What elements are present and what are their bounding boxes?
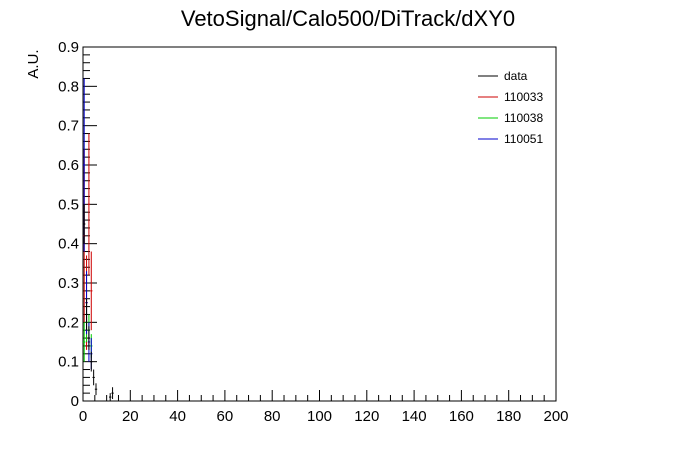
x-tick-label: 100 <box>307 408 332 425</box>
series-data <box>83 204 114 401</box>
series-layer <box>83 78 114 401</box>
y-tick-label: 0 <box>71 393 79 410</box>
legend-label: data <box>504 69 528 83</box>
y-tick-label: 0.2 <box>58 314 79 331</box>
y-axis-label: A.U. <box>25 49 42 78</box>
y-tick-label: 0.1 <box>58 354 79 371</box>
y-tick-label: 0.4 <box>58 236 79 253</box>
x-tick-label: 200 <box>543 408 568 425</box>
y-tick-label: 0.8 <box>58 78 79 95</box>
x-tick-label: 80 <box>264 408 281 425</box>
y-tick-label: 0.3 <box>58 275 79 292</box>
y-tick-label: 0.6 <box>58 157 79 174</box>
x-tick-label: 180 <box>496 408 521 425</box>
y-tick-label: 0.5 <box>58 196 79 213</box>
legend-label: 110038 <box>504 111 543 125</box>
legend: data 110033 110038 110051 <box>478 69 543 146</box>
legend-label: 110051 <box>504 132 543 146</box>
y-tick-label: 0.7 <box>58 118 79 135</box>
x-tick-label: 160 <box>449 408 474 425</box>
plot-frame <box>82 46 557 402</box>
chart-title: VetoSignal/Calo500/DiTrack/dXY0 <box>181 6 515 31</box>
x-tick-label: 120 <box>354 408 379 425</box>
x-tick-label: 60 <box>217 408 234 425</box>
y-tick-label: 0.9 <box>58 39 79 56</box>
x-tick-label: 20 <box>122 408 139 425</box>
legend-label: 110033 <box>504 90 543 104</box>
x-tick-label: 0 <box>79 408 87 425</box>
x-tick-label: 40 <box>169 408 186 425</box>
x-tick-label: 140 <box>402 408 427 425</box>
x-axis: 0 20 40 60 80 100 120 140 160 180 200 <box>79 390 569 425</box>
